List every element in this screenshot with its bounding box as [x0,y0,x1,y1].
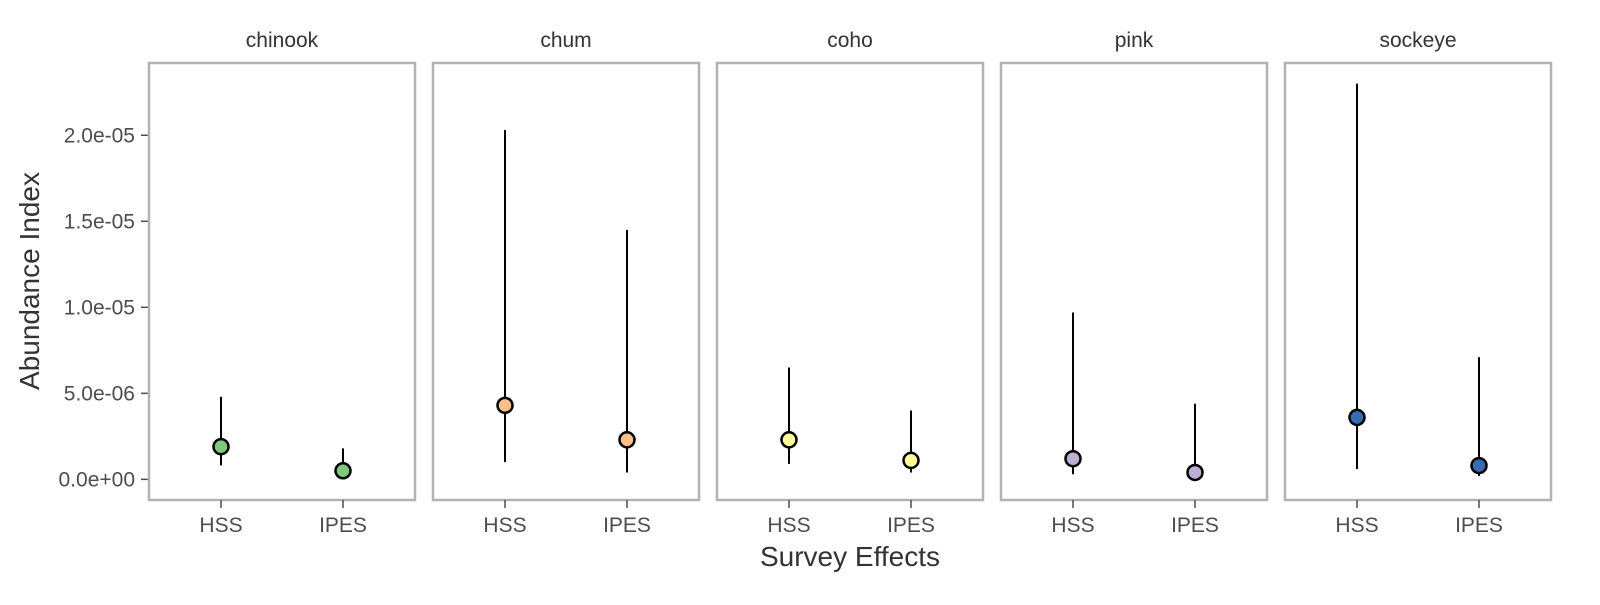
panel-border [1283,61,1553,502]
x-tick-label: IPES [887,514,935,537]
facet-strip-label: pink [1115,29,1154,52]
facet-pink: pink HSS IPES [999,29,1269,537]
x-tick-label: IPES [1171,514,1219,537]
data-point [496,396,514,415]
data-point [780,431,798,449]
data-point [618,431,636,449]
panel-border [147,61,417,502]
facet-strip-label: sockeye [1379,29,1456,52]
y-tick-label: 2.0e-05 [64,124,135,147]
panel-border [715,61,985,502]
panel-border [431,61,701,502]
x-tick-label: HSS [199,514,242,537]
facet-strip-label: coho [827,29,873,52]
facets-layer: 0.0e+00 5.0e-06 1.0e-05 1.5e-05 2.0e-05 chino… [59,29,1553,537]
facet-strip-label: chum [540,29,591,52]
data-point [1186,463,1204,482]
x-tick-label: HSS [1335,514,1378,537]
x-tick-label: HSS [483,514,526,537]
y-tick-label: 1.5e-05 [64,210,135,233]
data-point [212,437,230,456]
x-tick-label: IPES [319,514,367,537]
x-tick-label: IPES [603,514,651,537]
x-tick-label: IPES [1455,514,1503,537]
facet-strip-label: chinook [246,29,319,52]
data-point [1470,456,1488,475]
data-point [1064,449,1082,468]
facet-chinook: chinook HSS IPES [147,29,417,537]
x-tick-label: HSS [1051,514,1094,537]
data-point [902,451,920,470]
y-tick-label: 0.0e+00 [59,468,136,491]
y-tick-label: 1.0e-05 [64,296,135,319]
panel-border [999,61,1269,502]
facet-chum: chum HSS IPES [431,29,701,537]
y-tick-label: 5.0e-06 [64,382,135,405]
x-axis-title: Survey Effects [760,541,940,572]
data-point [334,462,352,480]
x-tick-label: HSS [767,514,810,537]
facet-coho: coho HSS IPES [715,29,985,537]
data-point [1348,408,1366,427]
y-axis-title: Abundance Index [14,172,45,390]
facet-sockeye: sockeye HSS IPES [1283,29,1553,537]
